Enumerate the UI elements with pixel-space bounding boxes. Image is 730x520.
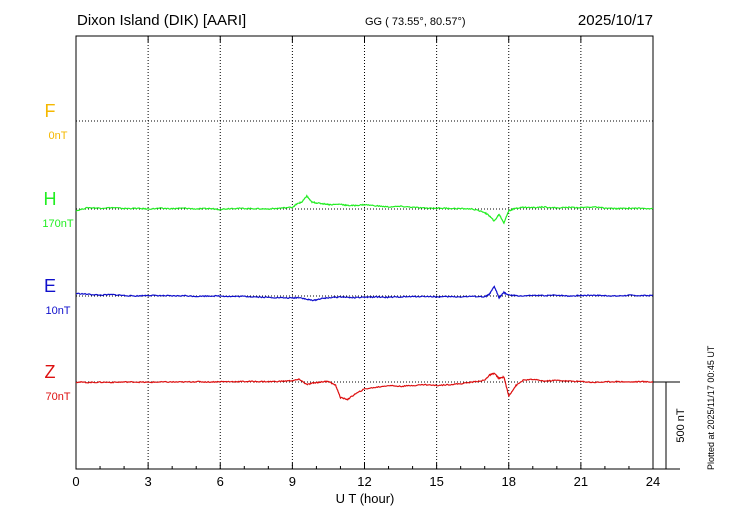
scale-bar: 500 nT: [653, 381, 687, 470]
x-tick-label: 12: [357, 474, 371, 489]
component-baseline-z: 70nT: [45, 391, 70, 403]
x-tick-label: 21: [574, 474, 588, 489]
x-tick-label: 15: [429, 474, 443, 489]
x-ticks: 0 3 6 9 12 15 18 21 24: [72, 36, 660, 489]
component-baseline-h: 170nT: [42, 218, 73, 230]
component-letter-h: H: [44, 189, 57, 209]
station-coords: GG ( 73.55°, 80.57°): [365, 16, 466, 28]
component-letter-z: Z: [45, 362, 56, 382]
component-letter-e: E: [44, 276, 56, 296]
component-baseline-f: 0nT: [49, 130, 68, 142]
series-line-e: [75, 285, 654, 302]
x-tick-label: 9: [289, 474, 296, 489]
component-baseline-e: 10nT: [45, 305, 70, 317]
plotted-timestamp: Plotted at 2025/11/17 00:45 UT: [706, 345, 716, 470]
component-letter-f: F: [45, 101, 56, 121]
x-tick-label: 18: [502, 474, 516, 489]
x-tick-label: 0: [72, 474, 79, 489]
station-title: Dixon Island (DIK) [AARI]: [77, 12, 246, 29]
grid: [76, 36, 653, 469]
plot-date: 2025/10/17: [578, 12, 653, 29]
x-tick-label: 3: [145, 474, 152, 489]
scale-bar-label: 500 nT: [675, 408, 687, 443]
series-line-h: [75, 194, 654, 225]
x-tick-label: 6: [217, 474, 224, 489]
x-tick-label: 24: [646, 474, 660, 489]
component-labels: F 0nT H 170nT E 10nT Z 70nT: [42, 101, 73, 403]
x-axis-title: U T (hour): [336, 491, 395, 506]
series-lines: [75, 194, 654, 401]
series-line-z: [75, 372, 654, 401]
